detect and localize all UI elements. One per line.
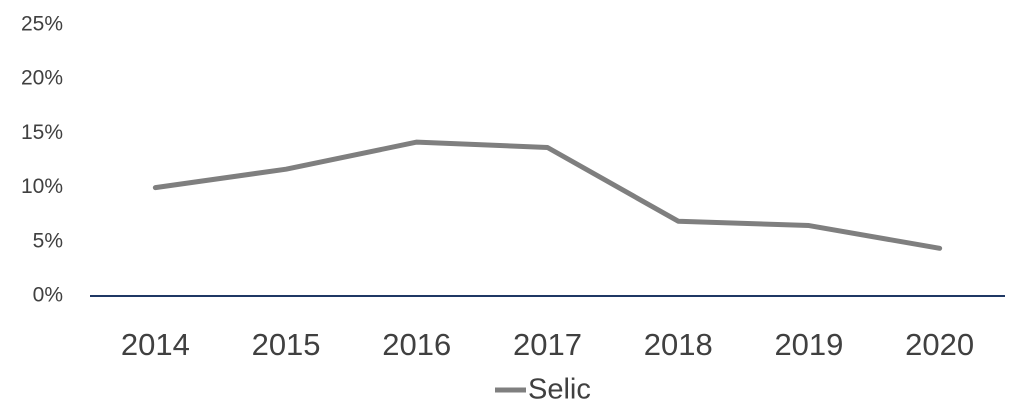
y-tick-label: 5% [33, 229, 63, 252]
x-tick-label: 2019 [774, 327, 843, 362]
legend-label: Selic [528, 374, 591, 406]
y-tick-label: 0% [33, 284, 63, 307]
y-tick-label: 15% [21, 121, 63, 144]
x-tick-label: 2014 [121, 327, 190, 362]
x-tick-label: 2017 [513, 327, 582, 362]
x-tick-label: 2016 [382, 327, 451, 362]
series-line [152, 139, 943, 251]
y-tick-label: 25% [21, 13, 63, 36]
x-tick-label: 2018 [644, 327, 713, 362]
x-tick-label: 2020 [905, 327, 974, 362]
y-tick-label: 20% [21, 67, 63, 90]
x-tick-label: 2015 [252, 327, 321, 362]
y-tick-label: 10% [21, 175, 63, 198]
